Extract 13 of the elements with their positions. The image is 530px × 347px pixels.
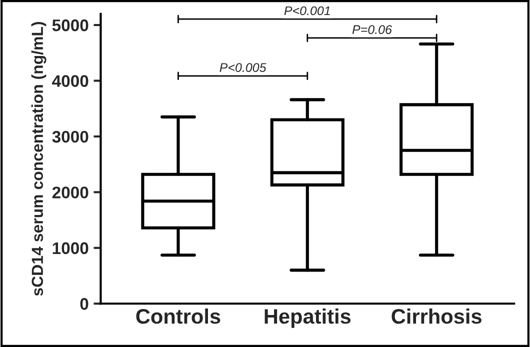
y-tick-label: 1000 — [52, 242, 88, 254]
x-tick-label: Hepatitis — [264, 308, 351, 328]
y-tick-label: 0 — [80, 298, 88, 310]
y-tick-label: 4000 — [52, 75, 88, 87]
annotation: P<0.005 — [220, 63, 266, 72]
annotation: P<0.001 — [284, 6, 330, 16]
y-tick-label: 5000 — [52, 19, 88, 32]
y-axis-title: sCD14 serum concentration (ng/mL) — [31, 22, 46, 296]
y-tick-label: 3000 — [52, 130, 88, 143]
x-tick-label: Controls — [136, 308, 220, 324]
y-tick-label: 2000 — [52, 186, 88, 198]
x-tick-label: Cirrhosis — [392, 308, 482, 324]
annotation: P=0.06 — [352, 25, 392, 34]
